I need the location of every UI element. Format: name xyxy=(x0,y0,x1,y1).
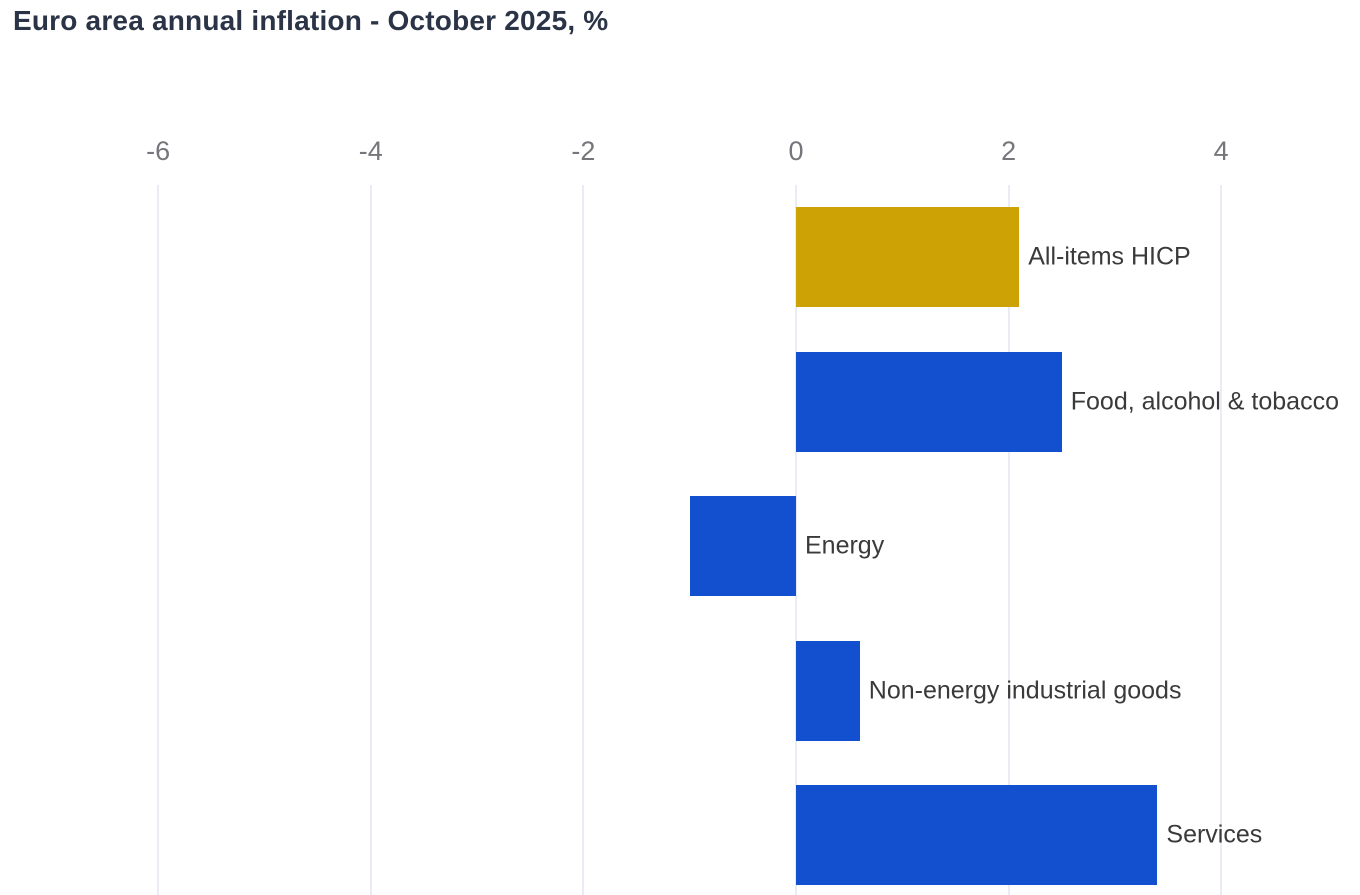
x-axis-tick-label--4: -4 xyxy=(358,136,383,166)
gridline-4 xyxy=(1220,185,1223,895)
x-axis-tick-label--6: -6 xyxy=(146,136,171,166)
bar-energy xyxy=(689,496,796,596)
gridline-0 xyxy=(795,185,797,895)
gridline--4 xyxy=(369,185,372,895)
bar-label-energy: Energy xyxy=(805,531,885,560)
gridline-2 xyxy=(1007,185,1010,895)
gridline--2 xyxy=(582,185,585,895)
chart-title: Euro area annual inflation - October 202… xyxy=(13,5,609,36)
bar-label-food-alcohol-tobacco: Food, alcohol & tobacco xyxy=(1070,387,1339,415)
bar-label-non-energy-industrial-goods: Non-energy industrial goods xyxy=(868,676,1182,704)
gridline--6 xyxy=(157,185,160,895)
bar-food-alcohol-tobacco xyxy=(796,351,1062,452)
bar-label-services: Services xyxy=(1166,820,1263,849)
bar-services xyxy=(796,785,1158,885)
bar-label-all-items-hicp: All-items HICP xyxy=(1028,242,1191,271)
x-axis-tick-label-4: 4 xyxy=(1213,136,1229,166)
x-axis-tick-label--2: -2 xyxy=(571,136,596,166)
x-axis-tick-label-2: 2 xyxy=(1001,136,1017,166)
bar-non-energy-industrial-goods xyxy=(796,640,860,741)
bar-all-items-hicp xyxy=(796,207,1020,307)
x-axis-tick-label-0: 0 xyxy=(788,136,804,166)
